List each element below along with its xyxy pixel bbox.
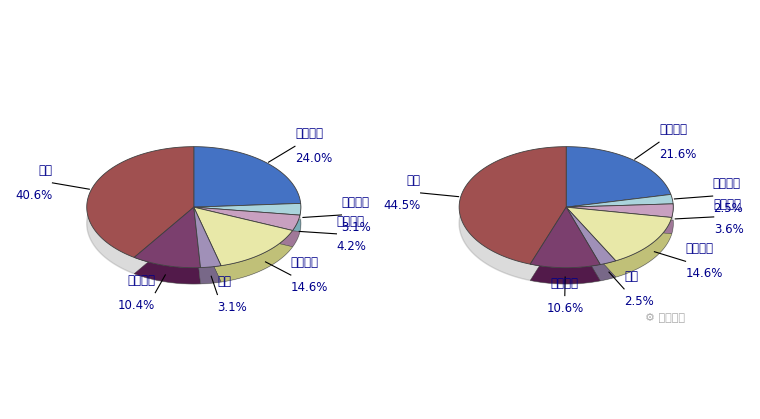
Text: 物体打击: 物体打击 [713,177,741,190]
Text: 44.5%: 44.5% [383,199,420,212]
Text: 触电: 触电 [624,270,638,283]
Text: 其他伤害: 其他伤害 [295,127,323,140]
Text: 10.6%: 10.6% [546,302,584,315]
Text: 14.6%: 14.6% [291,281,328,294]
Polygon shape [459,163,673,284]
Polygon shape [566,207,672,277]
Text: 24.0%: 24.0% [295,153,332,166]
Polygon shape [566,147,671,207]
Polygon shape [194,147,301,207]
Polygon shape [194,207,221,284]
Text: 车辆伤害: 车辆伤害 [337,215,365,228]
Text: 2.5%: 2.5% [624,295,654,308]
Polygon shape [87,147,194,257]
Text: 3.6%: 3.6% [714,223,743,236]
Text: 起重伤害: 起重伤害 [291,256,318,269]
Polygon shape [566,204,673,234]
Text: 21.6%: 21.6% [659,148,696,161]
Text: 物体打击: 物体打击 [341,196,369,209]
Polygon shape [566,204,673,217]
Polygon shape [566,207,672,261]
Text: 坍塌: 坍塌 [39,164,52,177]
Polygon shape [194,207,293,282]
Text: 40.6%: 40.6% [15,189,52,202]
Text: 10.4%: 10.4% [118,299,155,312]
Text: 坍塌: 坍塌 [407,174,420,187]
Polygon shape [566,207,616,281]
Polygon shape [566,207,616,264]
Polygon shape [194,207,221,268]
Text: 触电: 触电 [217,275,231,288]
Text: 起重伤害: 起重伤害 [686,242,714,255]
Polygon shape [135,207,201,284]
Polygon shape [194,207,300,247]
Polygon shape [87,163,301,284]
Polygon shape [194,207,293,266]
Polygon shape [530,207,600,284]
Text: 3.1%: 3.1% [341,221,371,234]
Text: 其他伤害: 其他伤害 [659,123,687,136]
Polygon shape [530,207,600,268]
Text: 14.6%: 14.6% [686,267,723,280]
Polygon shape [194,203,301,231]
Text: 2.5%: 2.5% [713,202,743,215]
Text: 3.1%: 3.1% [217,300,247,313]
Polygon shape [459,147,566,264]
Text: 高处坠落: 高处坠落 [127,274,155,287]
Text: 4.2%: 4.2% [337,240,366,253]
Polygon shape [135,207,201,268]
Polygon shape [194,203,301,215]
Text: ⚙ 豆丁施工: ⚙ 豆丁施工 [645,312,685,321]
Text: 车辆伤害: 车辆伤害 [714,198,742,211]
Polygon shape [566,194,673,207]
Text: 高处坠落: 高处坠落 [551,277,579,290]
Polygon shape [194,207,300,230]
